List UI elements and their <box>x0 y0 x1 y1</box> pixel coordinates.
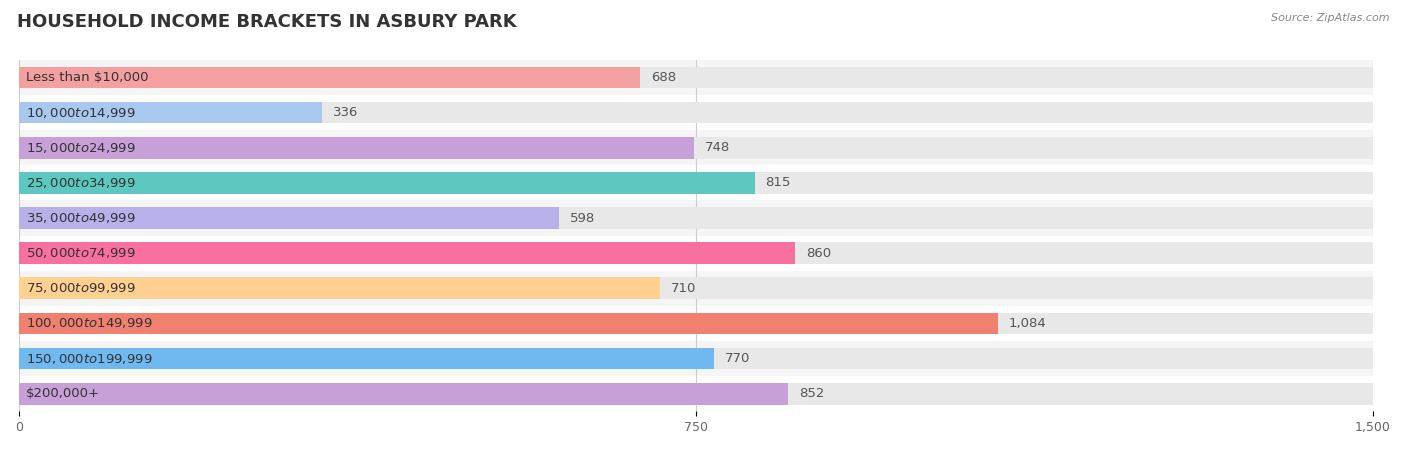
Bar <box>20 348 714 370</box>
Bar <box>20 383 1374 405</box>
Bar <box>20 172 755 194</box>
Bar <box>20 165 1374 200</box>
Text: HOUSEHOLD INCOME BRACKETS IN ASBURY PARK: HOUSEHOLD INCOME BRACKETS IN ASBURY PARK <box>17 13 516 31</box>
Text: 688: 688 <box>651 71 676 84</box>
Bar <box>20 207 1374 229</box>
Bar <box>20 66 1374 88</box>
Text: $150,000 to $199,999: $150,000 to $199,999 <box>27 352 153 365</box>
Text: 1,084: 1,084 <box>1008 317 1046 330</box>
Bar <box>20 341 1374 376</box>
Text: $100,000 to $149,999: $100,000 to $149,999 <box>27 317 153 330</box>
Text: 852: 852 <box>799 387 824 400</box>
Bar <box>20 376 1374 411</box>
Text: $200,000+: $200,000+ <box>27 387 100 400</box>
Text: Source: ZipAtlas.com: Source: ZipAtlas.com <box>1271 13 1389 23</box>
Bar <box>20 207 558 229</box>
Bar <box>20 242 1374 264</box>
Bar <box>20 102 322 123</box>
Text: $25,000 to $34,999: $25,000 to $34,999 <box>27 176 136 190</box>
Bar <box>20 95 1374 130</box>
Text: 860: 860 <box>806 247 831 260</box>
Text: $75,000 to $99,999: $75,000 to $99,999 <box>27 281 136 295</box>
Bar <box>20 66 640 88</box>
Text: Less than $10,000: Less than $10,000 <box>27 71 149 84</box>
Bar <box>20 313 1374 335</box>
Text: 336: 336 <box>333 106 359 119</box>
Bar <box>20 313 997 335</box>
Bar <box>20 102 1374 123</box>
Text: $35,000 to $49,999: $35,000 to $49,999 <box>27 211 136 225</box>
Text: 770: 770 <box>725 352 751 365</box>
Bar <box>20 277 1374 299</box>
Text: $10,000 to $14,999: $10,000 to $14,999 <box>27 106 136 119</box>
Bar <box>20 271 1374 306</box>
Bar <box>20 200 1374 236</box>
Bar <box>20 236 1374 271</box>
Text: 598: 598 <box>569 211 595 224</box>
Bar <box>20 242 796 264</box>
Text: $50,000 to $74,999: $50,000 to $74,999 <box>27 246 136 260</box>
Bar <box>20 60 1374 95</box>
Bar <box>20 130 1374 165</box>
Text: $15,000 to $24,999: $15,000 to $24,999 <box>27 141 136 155</box>
Bar <box>20 306 1374 341</box>
Bar <box>20 137 1374 158</box>
Text: 710: 710 <box>671 282 696 295</box>
Bar <box>20 383 789 405</box>
Bar <box>20 137 695 158</box>
Text: 748: 748 <box>704 141 730 154</box>
Bar <box>20 348 1374 370</box>
Bar <box>20 172 1374 194</box>
Text: 815: 815 <box>765 176 792 189</box>
Bar <box>20 277 659 299</box>
